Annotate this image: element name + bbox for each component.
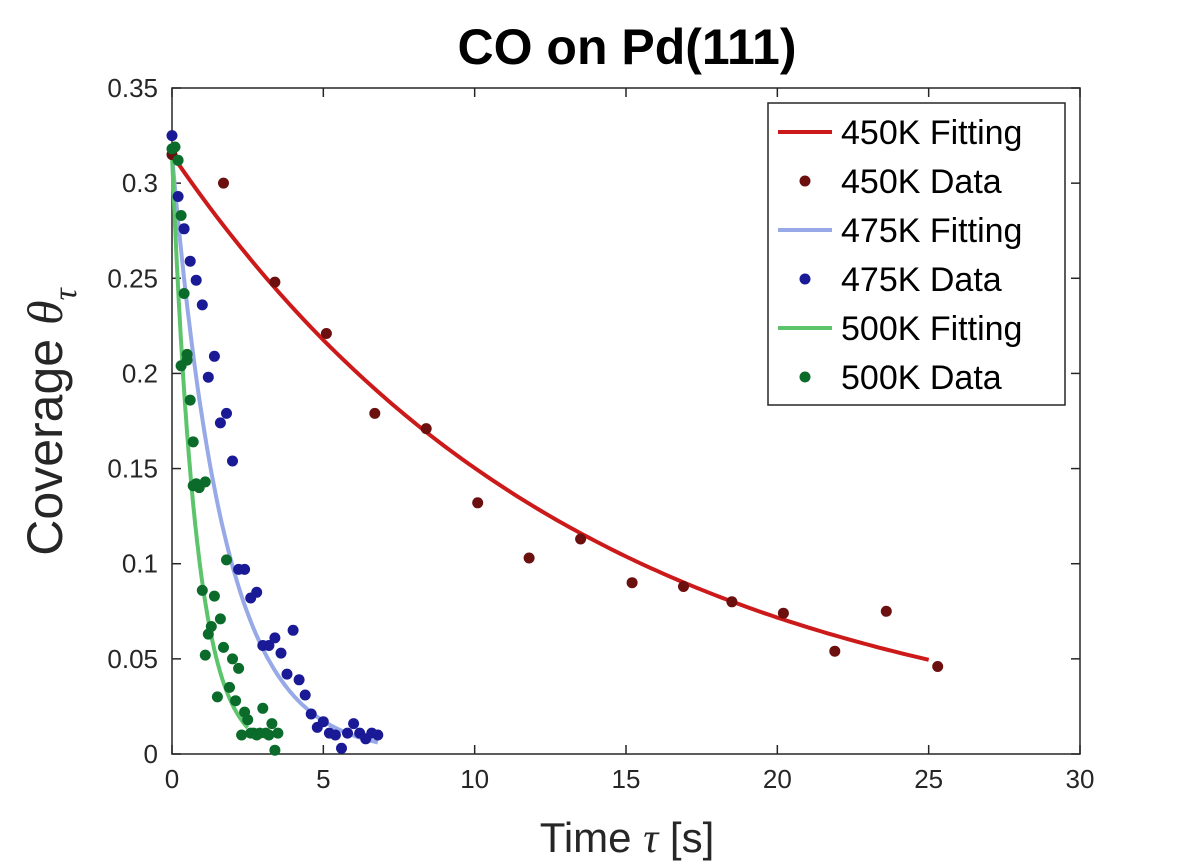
legend-swatch-marker <box>800 274 811 285</box>
data-point-475k <box>372 730 383 741</box>
data-point-475k <box>167 130 178 141</box>
x-tick-label: 0 <box>165 764 179 794</box>
data-point-475k <box>251 587 262 598</box>
data-point-475k <box>294 674 305 685</box>
data-point-475k <box>300 690 311 701</box>
data-point-500k <box>224 682 235 693</box>
data-point-500k <box>215 613 226 624</box>
x-axis-label: Time τ [s] <box>540 814 715 862</box>
x-tick-label: 20 <box>763 764 792 794</box>
data-point-475k <box>197 299 208 310</box>
data-point-450k <box>678 581 689 592</box>
legend-entry-label: 450K Data <box>841 163 1002 201</box>
data-point-500k <box>230 695 241 706</box>
data-point-475k <box>282 669 293 680</box>
legend-entry-label: 500K Fitting <box>841 310 1022 348</box>
data-point-475k <box>227 456 238 467</box>
data-point-500k <box>242 714 253 725</box>
legend-swatch-marker <box>800 372 811 383</box>
data-point-450k <box>218 178 229 189</box>
y-tick-label: 0.1 <box>122 549 158 579</box>
data-point-500k <box>233 663 244 674</box>
legend-entry-label: 475K Data <box>841 261 1002 299</box>
data-point-500k <box>272 728 283 739</box>
x-tick-label: 10 <box>460 764 489 794</box>
data-point-450k <box>321 328 332 339</box>
data-point-500k <box>212 691 223 702</box>
data-point-500k <box>269 745 280 756</box>
legend-entry-label: 450K Fitting <box>841 114 1022 152</box>
data-point-450k <box>421 423 432 434</box>
data-point-500k <box>218 642 229 653</box>
data-point-500k <box>188 436 199 447</box>
x-tick-label: 25 <box>914 764 943 794</box>
data-point-475k <box>209 351 220 362</box>
data-point-450k <box>932 661 943 672</box>
data-point-450k <box>472 497 483 508</box>
data-point-475k <box>336 743 347 754</box>
data-point-500k <box>185 395 196 406</box>
data-point-450k <box>726 596 737 607</box>
data-point-450k <box>369 408 380 419</box>
data-point-475k <box>306 709 317 720</box>
data-point-475k <box>269 632 280 643</box>
data-point-500k <box>227 653 238 664</box>
data-point-500k <box>200 476 211 487</box>
data-point-475k <box>173 191 184 202</box>
data-point-450k <box>524 553 535 564</box>
x-tick-label: 15 <box>612 764 641 794</box>
x-tick-label: 5 <box>316 764 330 794</box>
data-point-450k <box>575 534 586 545</box>
chart-title: CO on Pd(111) <box>458 19 797 75</box>
legend: 450K Fitting 450K Data 475K Fitting 475K Da… <box>768 103 1065 405</box>
data-point-475k <box>288 625 299 636</box>
data-point-475k <box>215 417 226 428</box>
data-point-500k <box>197 585 208 596</box>
data-point-475k <box>185 256 196 267</box>
data-point-475k <box>318 716 329 727</box>
data-point-500k <box>179 288 190 299</box>
data-point-450k <box>778 608 789 619</box>
data-point-475k <box>342 728 353 739</box>
data-point-475k <box>221 408 232 419</box>
y-tick-label: 0.2 <box>122 358 158 388</box>
legend-entry-label: 500K Data <box>841 359 1002 397</box>
data-point-475k <box>330 730 341 741</box>
data-point-450k <box>269 277 280 288</box>
data-point-500k <box>206 621 217 632</box>
data-point-500k <box>209 591 220 602</box>
x-tick-label: 30 <box>1066 764 1095 794</box>
data-point-475k <box>191 275 202 286</box>
y-tick-label: 0.3 <box>122 168 158 198</box>
data-point-500k <box>200 650 211 661</box>
data-point-475k <box>179 223 190 234</box>
y-tick-label: 0.25 <box>107 263 158 293</box>
data-point-475k <box>203 372 214 383</box>
data-point-500k <box>170 142 181 153</box>
y-tick-label: 0.35 <box>107 73 158 103</box>
data-point-500k <box>182 355 193 366</box>
data-point-475k <box>348 718 359 729</box>
data-point-450k <box>627 577 638 588</box>
legend-swatch-marker <box>800 176 811 187</box>
data-point-475k <box>276 648 287 659</box>
data-point-500k <box>173 155 184 166</box>
legend-entry-label: 475K Fitting <box>841 212 1022 250</box>
data-point-500k <box>266 718 277 729</box>
data-point-475k <box>239 564 250 575</box>
y-tick-label: 0.05 <box>107 644 158 674</box>
y-tick-label: 0.15 <box>107 454 158 484</box>
data-point-450k <box>829 646 840 657</box>
data-point-500k <box>257 703 268 714</box>
data-point-500k <box>176 210 187 221</box>
data-point-500k <box>221 554 232 565</box>
data-point-450k <box>881 606 892 617</box>
data-point-500k <box>236 730 247 741</box>
y-tick-label: 0 <box>144 739 158 769</box>
